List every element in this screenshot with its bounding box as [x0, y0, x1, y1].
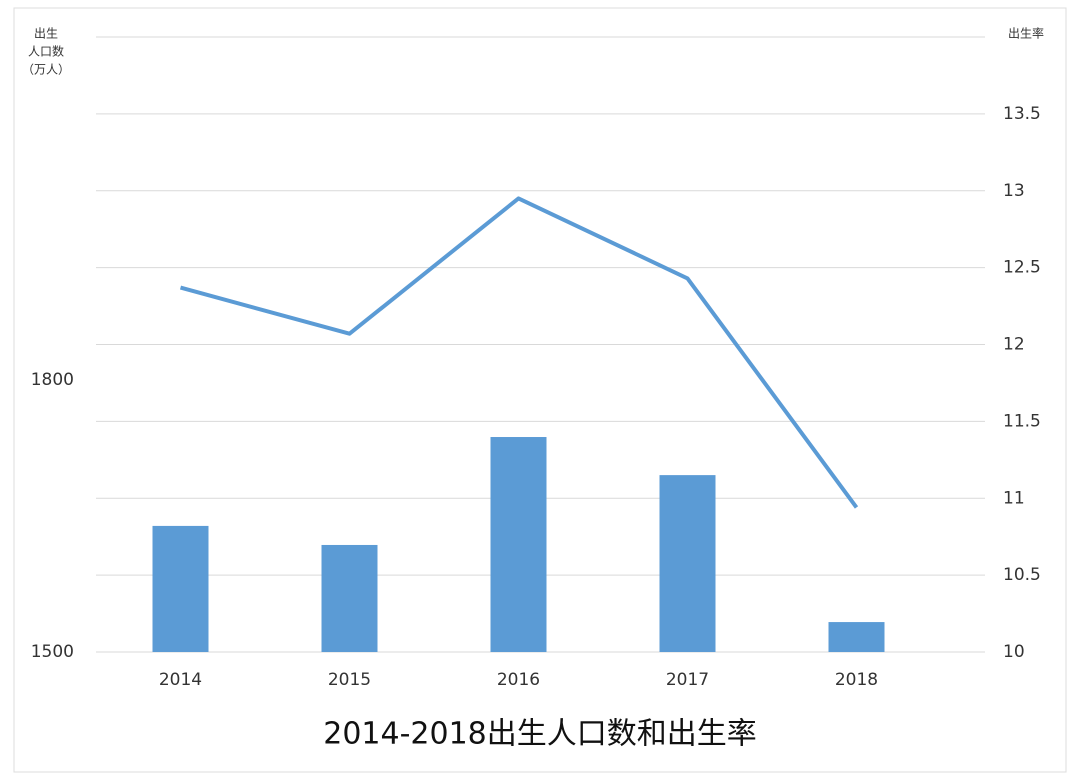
y2-label: 出生率	[1008, 26, 1044, 41]
y2-tick-label: 11	[1003, 488, 1025, 508]
bar	[321, 544, 378, 652]
y2-tick-label: 13.5	[1003, 104, 1041, 124]
y-tick-label: 1800	[31, 370, 74, 390]
bar	[152, 525, 209, 652]
x-tick-label: 2016	[497, 670, 540, 690]
x-tick-label: 2014	[159, 670, 202, 690]
bar	[828, 622, 885, 652]
y-label-line: （万人）	[22, 63, 70, 77]
y2-tick-label: 13	[1003, 181, 1025, 201]
bar	[659, 475, 716, 652]
y2-tick-label: 12	[1003, 335, 1025, 355]
x-tick-label: 2015	[328, 670, 371, 690]
chart-title: 2014-2018出生人口数和出生率	[323, 717, 757, 752]
y2-tick-label: 11.5	[1003, 411, 1041, 431]
y-label-line: 人口数	[28, 44, 64, 59]
y2-tick-label: 12.5	[1003, 258, 1041, 278]
bar	[490, 437, 547, 652]
x-tick-label: 2018	[835, 670, 878, 690]
y-tick-label: 1500	[31, 642, 74, 662]
y-label-line: 出生	[34, 27, 58, 41]
y2-tick-label: 10.5	[1003, 565, 1041, 585]
line	[179, 196, 859, 509]
y2-tick-label: 10	[1003, 642, 1025, 662]
x-tick-label: 2017	[666, 670, 709, 690]
frame	[13, 7, 1067, 773]
